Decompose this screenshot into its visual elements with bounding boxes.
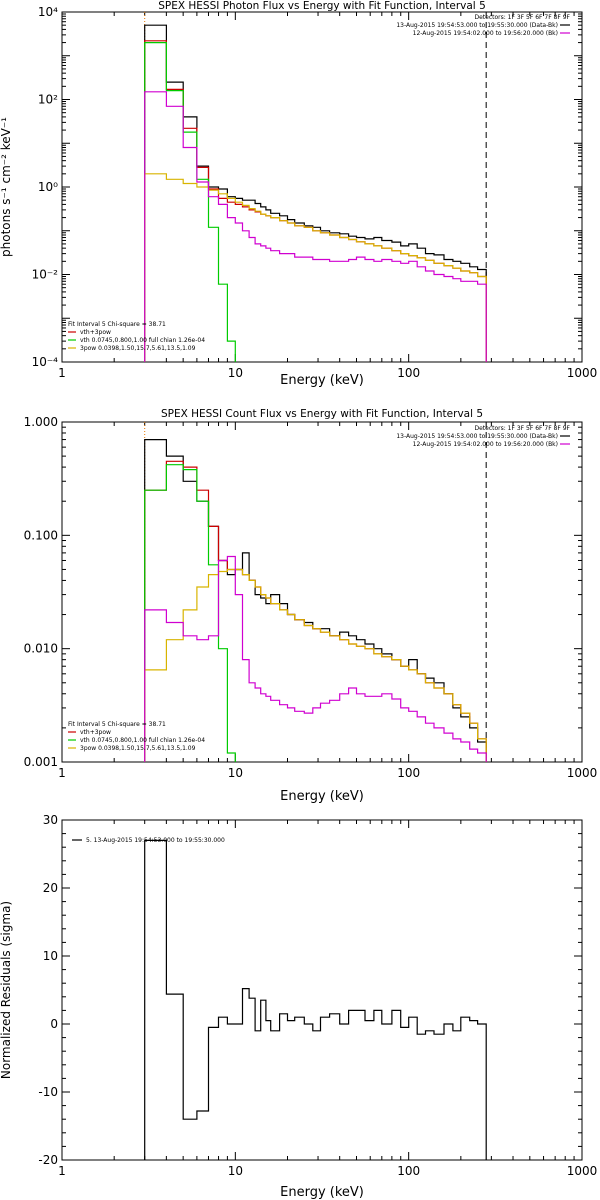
legend-label: 13-Aug-2015 19:54:53.000 to 19:55:30.000… (396, 433, 558, 440)
chart-title: SPEX HESSI Photon Flux vs Energy with Fi… (158, 0, 486, 12)
x-tick-label: 1 (58, 366, 66, 380)
series-line-2 (144, 460, 487, 762)
fit-legend-label: vth 0.0745,0.800,1.00 full chian 1.26e-0… (80, 337, 205, 344)
fit-legend-label: 3pow 0.0398,1.50,15.7,5.61,13.5,1.09 (80, 745, 196, 752)
chart-title: SPEX HESSI Count Flux vs Energy with Fit… (161, 408, 483, 420)
y-tick-label: 10⁴ (38, 5, 58, 19)
x-tick-label: 1 (58, 1164, 66, 1178)
panel-3: 1 10 100 1000 -20 -10 0 10 20 30 Energy (keV) Norma… (0, 813, 597, 1200)
series-line-1 (144, 24, 487, 362)
x-tick-label: 1000 (567, 366, 598, 380)
panel-2: SPEX HESSI Count Flux vs Energy with Fit… (24, 408, 598, 804)
legend-heading: Detectors: 1F 3F 5F 6F 7F 8F 9F (474, 425, 570, 432)
series-line-4 (144, 173, 487, 362)
series-line-1 (144, 839, 487, 1160)
fit-legend-label: 3pow 0.0398,1.50,15.7,5.61,13.5,1.09 (80, 345, 196, 352)
y-tick-label: -20 (38, 1153, 58, 1167)
series-line-5 (144, 91, 487, 362)
series-line-2 (144, 40, 487, 362)
y-tick-label: 0 (50, 1017, 58, 1031)
y-tick-label: 10 (43, 949, 58, 963)
fit-legend-label: vth+3pow (80, 329, 111, 336)
fit-legend: Fit Interval 5 Chi-square = 38.71vth+3po… (68, 321, 205, 352)
y-tick-label: 10⁻⁴ (32, 355, 59, 369)
legend-label: 12-Aug-2015 19:54:02.000 to 19:56:20.000… (413, 30, 558, 37)
x-tick-label: 1000 (567, 766, 598, 780)
legend: Detectors: 1F 3F 5F 6F 7F 8F 9F13-Aug-20… (396, 14, 570, 37)
panel-1: SPEX HESSI Photon Flux vs Energy with Fi… (0, 0, 597, 388)
x-tick-label: 10 (228, 1164, 243, 1178)
legend-heading: Detectors: 1F 3F 5F 6F 7F 8F 9F (474, 14, 570, 21)
x-tick-label: 100 (397, 366, 420, 380)
x-tick-label: 1000 (567, 1164, 598, 1178)
plot-frame (61, 11, 583, 363)
legend-label: 12-Aug-2015 19:54:02.000 to 19:56:20.000… (413, 441, 558, 448)
series-line-1 (144, 439, 487, 762)
series-line-3 (144, 464, 236, 762)
x-axis-label: Energy (keV) (280, 373, 364, 388)
legend-label: 5. 13-Aug-2015 19:54:53.000 to 19:55:30.… (86, 837, 225, 844)
series-line-4 (144, 568, 487, 762)
y-tick-label: 10⁻² (32, 268, 59, 282)
plot-frame (61, 421, 583, 763)
y-tick-label: 0.001 (24, 755, 58, 769)
x-tick-label: 100 (397, 766, 420, 780)
fit-legend: Fit Interval 5 Chi-square = 38.71vth+3po… (68, 721, 205, 752)
fit-legend-heading: Fit Interval 5 Chi-square = 38.71 (68, 321, 166, 328)
x-axis-label: Energy (keV) (280, 1185, 364, 1200)
y-tick-label: 20 (43, 881, 58, 895)
y-axis-label: photons s⁻¹ cm⁻² keV⁻¹ (0, 117, 13, 257)
x-tick-label: 10 (228, 366, 243, 380)
fit-legend-heading: Fit Interval 5 Chi-square = 38.71 (68, 721, 166, 728)
series-line-5 (144, 555, 487, 762)
y-tick-label: -10 (38, 1085, 58, 1099)
plot-frame (61, 819, 583, 1161)
y-tick-label: 10⁰ (38, 180, 58, 194)
x-tick-label: 10 (228, 766, 243, 780)
x-tick-label: 100 (397, 1164, 420, 1178)
legend-label: 13-Aug-2015 19:54:53.000 to 19:55:30.000… (396, 22, 558, 29)
y-tick-label: 1.000 (24, 415, 58, 429)
legend: 5. 13-Aug-2015 19:54:53.000 to 19:55:30.… (72, 837, 225, 844)
y-tick-label: 0.010 (24, 642, 58, 656)
y-tick-label: 10² (38, 93, 58, 107)
fit-legend-label: vth 0.0745,0.800,1.00 full chian 1.26e-0… (80, 737, 205, 744)
fit-legend-label: vth+3pow (80, 729, 111, 736)
legend: Detectors: 1F 3F 5F 6F 7F 8F 9F13-Aug-20… (396, 425, 570, 448)
y-tick-label: 30 (43, 813, 58, 827)
series-line-3 (144, 42, 236, 362)
x-axis-label: Energy (keV) (280, 789, 364, 804)
y-axis-label: Normalized Residuals (sigma) (0, 901, 13, 1079)
y-tick-label: 0.100 (24, 528, 58, 542)
x-tick-label: 1 (58, 766, 66, 780)
